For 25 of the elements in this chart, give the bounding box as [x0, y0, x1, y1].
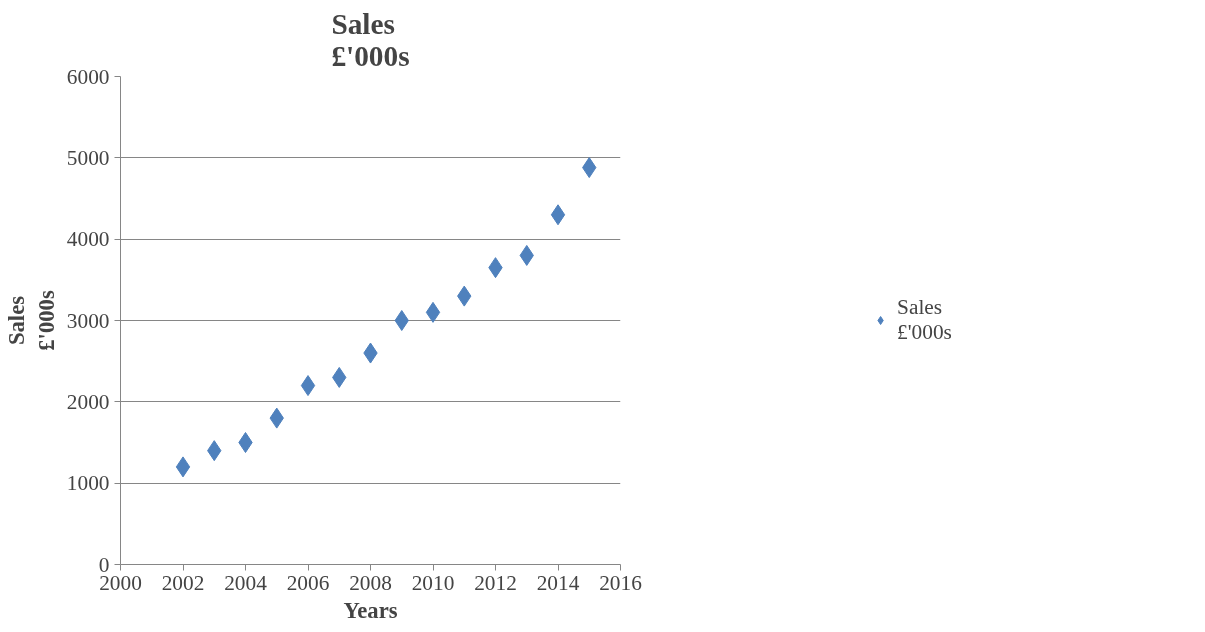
chart-title: Sales £'000s — [331, 7, 410, 72]
y-tick-label: 5000 — [66, 145, 110, 170]
y-tick-label: 0 — [98, 552, 110, 577]
x-tick-label: 2016 — [599, 570, 643, 595]
point — [425, 301, 441, 323]
point — [175, 456, 191, 478]
y-tick-label: 2000 — [66, 389, 110, 414]
y-axis-title: Sales £'000s — [3, 290, 59, 351]
x-tick-label: 2002 — [161, 570, 205, 595]
x-tick-label: 2006 — [286, 570, 330, 595]
x-tick-label: 2010 — [411, 570, 455, 595]
point — [550, 204, 566, 226]
x-tick-label: 2008 — [349, 570, 392, 595]
x-tick-label: 2004 — [224, 570, 268, 595]
point — [300, 375, 316, 397]
x-tick-label: 2014 — [536, 570, 580, 595]
point — [238, 432, 253, 453]
x-tick-label: 2012 — [474, 570, 517, 595]
y-tick-label: 6000 — [66, 64, 110, 89]
x-axis-title: Years — [343, 597, 398, 623]
y-tick-label: 1000 — [66, 471, 110, 496]
y-tick-label: 4000 — [66, 227, 110, 252]
y-tick-label: 3000 — [66, 308, 110, 333]
legend-label: Sales £'000s — [897, 295, 952, 345]
point — [394, 310, 409, 331]
